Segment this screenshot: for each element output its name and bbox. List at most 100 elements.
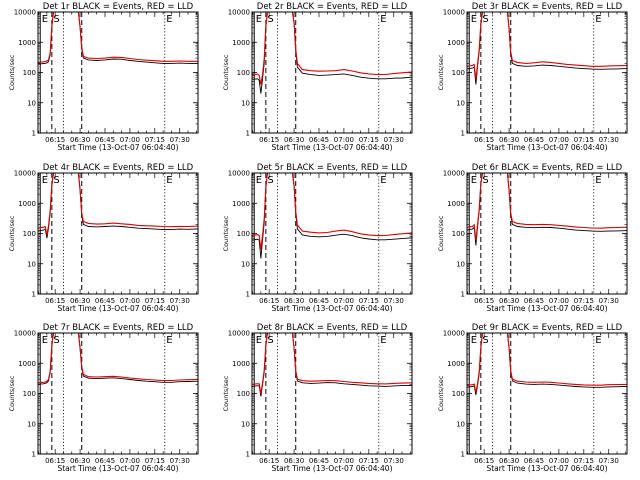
x-tick-label: 06:30 [284,136,304,144]
x-tick-label: 07:30 [170,297,190,305]
x-tick-label: 06:45 [95,457,115,465]
x-tick-label: 06:15 [45,297,65,305]
marker-label: E [471,14,477,25]
x-axis-label: Start Time (13-Oct-07 06:04:40) [271,143,392,152]
panel-det-3: Det 3r BLACK = Events, RED = LLD 1 10 100 10… [437,2,628,152]
y-axis-label: Counts/sec [222,215,230,251]
x-tick-label: 07:15 [359,297,379,305]
x-tick-label: 06:15 [474,457,494,465]
marker-label: E [471,175,477,186]
panel-det-7: Det 7r BLACK = Events, RED = LLD 1 10 100 10… [8,323,199,473]
plot-frame [37,11,199,134]
marker-label: E [166,14,172,25]
plot-title: Det 5r BLACK = Events, RED = LLD [257,163,408,173]
panel-det-6: Det 6r BLACK = Events, RED = LLD 1 10 100 10… [437,163,628,313]
marker-label: E [42,14,48,25]
events-series-line [252,333,412,397]
y-tick-label: 10000 [14,170,36,178]
y-tick-label: 100 [237,69,250,77]
marker-label: E [595,14,601,25]
marker-label: E [42,335,48,346]
y-tick-label: 1 [32,291,36,299]
panel-det-5: Det 5r BLACK = Events, RED = LLD 1 10 100 10… [222,163,413,313]
panel-det-2: Det 2r BLACK = Events, RED = LLD 1 10 100 10… [222,2,413,152]
lld-series-line [467,173,627,241]
x-tick-label: 07:15 [574,457,594,465]
marker-label: E [256,335,262,346]
x-axis-label: Start Time (13-Oct-07 06:04:40) [486,304,607,313]
y-tick-label: 1 [246,291,250,299]
y-tick-label: 10000 [228,170,250,178]
marker-label: E [380,335,386,346]
y-axis-label: Counts/sec [222,54,230,90]
x-tick-label: 06:30 [70,457,90,465]
marker-label: E [380,14,386,25]
x-tick-label: 06:45 [95,136,115,144]
plot-title: Det 2r BLACK = Events, RED = LLD [257,2,408,12]
y-tick-label: 10000 [443,330,465,338]
marker-label: S [53,175,59,186]
y-tick-label: 10000 [443,9,465,17]
y-tick-label: 10000 [14,330,36,338]
x-axis-label: Start Time (13-Oct-07 06:04:40) [57,464,178,473]
x-tick-label: 07:00 [120,457,140,465]
x-tick-label: 06:45 [309,297,329,305]
x-tick-label: 06:15 [474,136,494,144]
y-axis-label: Counts/sec [8,215,16,251]
plot-title: Det 6r BLACK = Events, RED = LLD [472,163,623,173]
lld-series-line [467,333,627,393]
x-tick-label: 06:15 [45,136,65,144]
y-tick-label: 1000 [232,39,250,47]
x-tick-label: 06:30 [284,457,304,465]
x-tick-label: 06:30 [499,136,519,144]
lld-series-line [252,333,412,394]
events-series-line [467,173,627,246]
marker-label: S [53,335,59,346]
panel-det-1: Det 1r BLACK = Events, RED = LLD 1 10 100 10… [8,2,199,152]
y-tick-label: 10000 [228,330,250,338]
x-tick-label: 07:15 [145,297,165,305]
lld-series-line [252,173,412,250]
marker-label: E [256,175,262,186]
marker-label: S [53,14,59,25]
y-tick-label: 100 [452,69,465,77]
x-tick-label: 06:15 [259,457,279,465]
plot-title: Det 1r BLACK = Events, RED = LLD [43,2,194,12]
x-tick-label: 07:00 [334,136,354,144]
x-tick-label: 07:30 [599,457,619,465]
x-tick-label: 07:00 [334,457,354,465]
lld-series-line [467,12,627,80]
marker-label: E [256,14,262,25]
plot-frame [37,332,199,455]
y-tick-label: 10 [456,99,465,107]
x-tick-label: 07:00 [120,136,140,144]
y-axis-label: Counts/sec [437,54,445,90]
plot-frame [466,332,628,455]
y-tick-label: 1000 [232,200,250,208]
y-tick-label: 1000 [18,200,36,208]
x-axis-label: Start Time (13-Oct-07 06:04:40) [57,143,178,152]
panel-det-9: Det 9r BLACK = Events, RED = LLD 1 10 100 10… [437,323,628,473]
y-axis-label: Counts/sec [437,375,445,411]
plot-title: Det 9r BLACK = Events, RED = LLD [472,323,623,333]
y-tick-label: 1000 [447,39,465,47]
x-tick-label: 07:15 [359,136,379,144]
y-tick-label: 1 [461,130,465,138]
y-tick-label: 1 [32,451,36,459]
marker-label: E [595,335,601,346]
plot-frame [466,172,628,295]
x-tick-label: 06:15 [259,136,279,144]
x-axis-label: Start Time (13-Oct-07 06:04:40) [271,304,392,313]
y-tick-label: 10 [456,420,465,428]
plot-frame [251,172,413,295]
y-tick-label: 10 [456,260,465,268]
events-series-line [467,333,627,395]
x-axis-label: Start Time (13-Oct-07 06:04:40) [486,464,607,473]
x-tick-label: 06:45 [309,136,329,144]
x-tick-label: 06:45 [524,136,544,144]
marker-label: E [595,175,601,186]
events-series-line [38,12,198,65]
y-tick-label: 1 [461,451,465,459]
events-series-line [38,173,198,239]
marker-label: S [267,14,273,25]
